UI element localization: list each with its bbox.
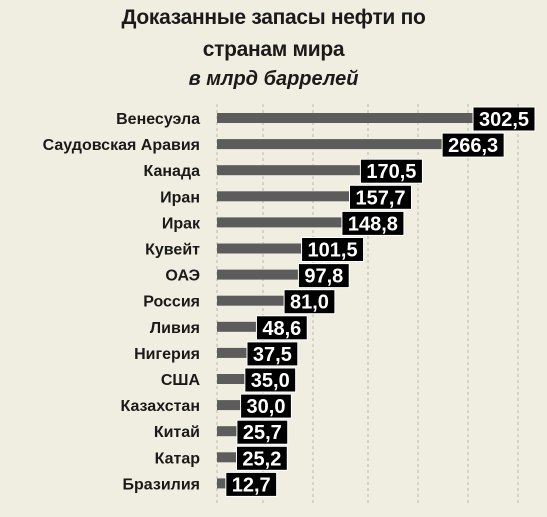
category-label: Китай [154, 424, 200, 441]
value-label-text: 302,5 [479, 109, 529, 131]
value-label: 37,5 [246, 341, 299, 367]
value-label-text: 35,0 [251, 370, 290, 392]
value-label-box [301, 237, 365, 262]
category-label: Ливия [150, 320, 200, 337]
value-label-box [283, 289, 336, 315]
bar [217, 139, 445, 150]
value-label: 30,0 [240, 393, 292, 419]
chart-title-line-1: Доказанные запасы нефти по [121, 6, 426, 29]
value-label: 25,7 [236, 419, 289, 445]
value-label: 266,3 [441, 132, 505, 158]
category-label: Кувейт [145, 242, 200, 259]
value-label-box [297, 263, 350, 289]
value-label: 25,2 [235, 445, 288, 471]
category-label: Иран [160, 189, 200, 206]
value-label: 35,0 [244, 367, 297, 393]
bar [217, 426, 239, 437]
value-label-text: 170,5 [366, 161, 416, 183]
category-label: Катар [155, 450, 201, 467]
category-label: Казахстан [121, 398, 201, 415]
chart-title-line-2: странам мира [202, 38, 345, 61]
value-label-text: 148,8 [348, 213, 398, 235]
value-label-box [235, 445, 288, 471]
value-label-box [341, 210, 405, 236]
value-label-box [244, 367, 297, 393]
category-label: Венесуэла [116, 111, 200, 128]
value-label-box [359, 158, 423, 184]
value-labels: 302,5 266,3 170,5 157,7 148,8 101,5 97,8 81,0 48… [225, 106, 536, 497]
value-label-box [472, 106, 536, 132]
value-label-box [236, 419, 289, 445]
bar [217, 113, 475, 123]
value-label-text: 12,7 [232, 474, 271, 496]
value-label-text: 30,0 [247, 396, 286, 418]
value-label-text: 157,7 [355, 187, 405, 209]
value-label-text: 81,0 [290, 292, 329, 314]
bar [217, 347, 249, 358]
category-label: Бразилия [123, 476, 201, 493]
value-label: 157,7 [349, 184, 413, 210]
value-label-box [240, 393, 292, 419]
value-label-box [255, 315, 308, 341]
value-label-box [246, 341, 299, 367]
category-labels: Венесуэла Саудовская Аравия Канада Иран Ирак… [43, 111, 201, 493]
bar [217, 165, 363, 176]
value-label: 302,5 [472, 106, 536, 132]
category-label: Нигерия [134, 346, 200, 363]
value-label-text: 266,3 [448, 135, 498, 157]
value-label: 97,8 [297, 263, 350, 289]
value-label: 101,5 [301, 237, 365, 262]
value-label: 48,6 [255, 315, 308, 341]
bar [217, 191, 352, 202]
category-label: Ирак [162, 215, 201, 232]
bar [217, 374, 247, 384]
value-label-text: 97,8 [304, 266, 343, 288]
bar [217, 295, 287, 306]
bar [217, 269, 301, 280]
category-label: ОАЭ [165, 268, 200, 285]
bar [217, 243, 304, 254]
value-label-text: 25,7 [243, 422, 282, 444]
chart-subtitle: в млрд баррелей [188, 68, 359, 90]
category-label: Саудовская Аравия [43, 137, 200, 154]
bar [217, 400, 243, 411]
value-label-text: 101,5 [308, 240, 358, 262]
bar [217, 217, 344, 228]
value-label: 12,7 [225, 471, 278, 497]
bar [217, 478, 228, 489]
value-label-text: 25,2 [242, 448, 281, 470]
category-label: США [161, 372, 201, 389]
bars [217, 113, 475, 489]
value-label-text: 37,5 [253, 344, 292, 366]
value-label-text: 48,6 [262, 318, 301, 340]
bar [217, 321, 259, 332]
bar [217, 452, 239, 463]
value-label-box [225, 471, 278, 497]
category-label: Россия [143, 294, 200, 311]
value-label: 148,8 [341, 210, 405, 236]
category-label: Канада [144, 163, 201, 180]
value-label-box [349, 184, 413, 210]
value-label: 170,5 [359, 158, 423, 184]
value-label-box [441, 132, 505, 158]
value-label: 81,0 [283, 289, 336, 315]
